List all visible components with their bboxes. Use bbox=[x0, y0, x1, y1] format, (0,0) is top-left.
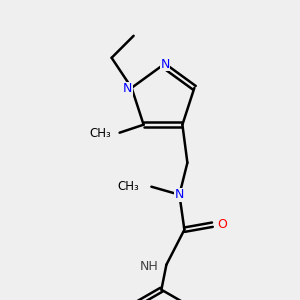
Text: CH₃: CH₃ bbox=[90, 127, 112, 140]
Text: NH: NH bbox=[140, 260, 158, 273]
Text: N: N bbox=[160, 58, 170, 70]
Text: N: N bbox=[175, 188, 184, 201]
Text: N: N bbox=[123, 82, 132, 95]
Text: CH₃: CH₃ bbox=[118, 180, 140, 193]
Text: O: O bbox=[218, 218, 227, 231]
